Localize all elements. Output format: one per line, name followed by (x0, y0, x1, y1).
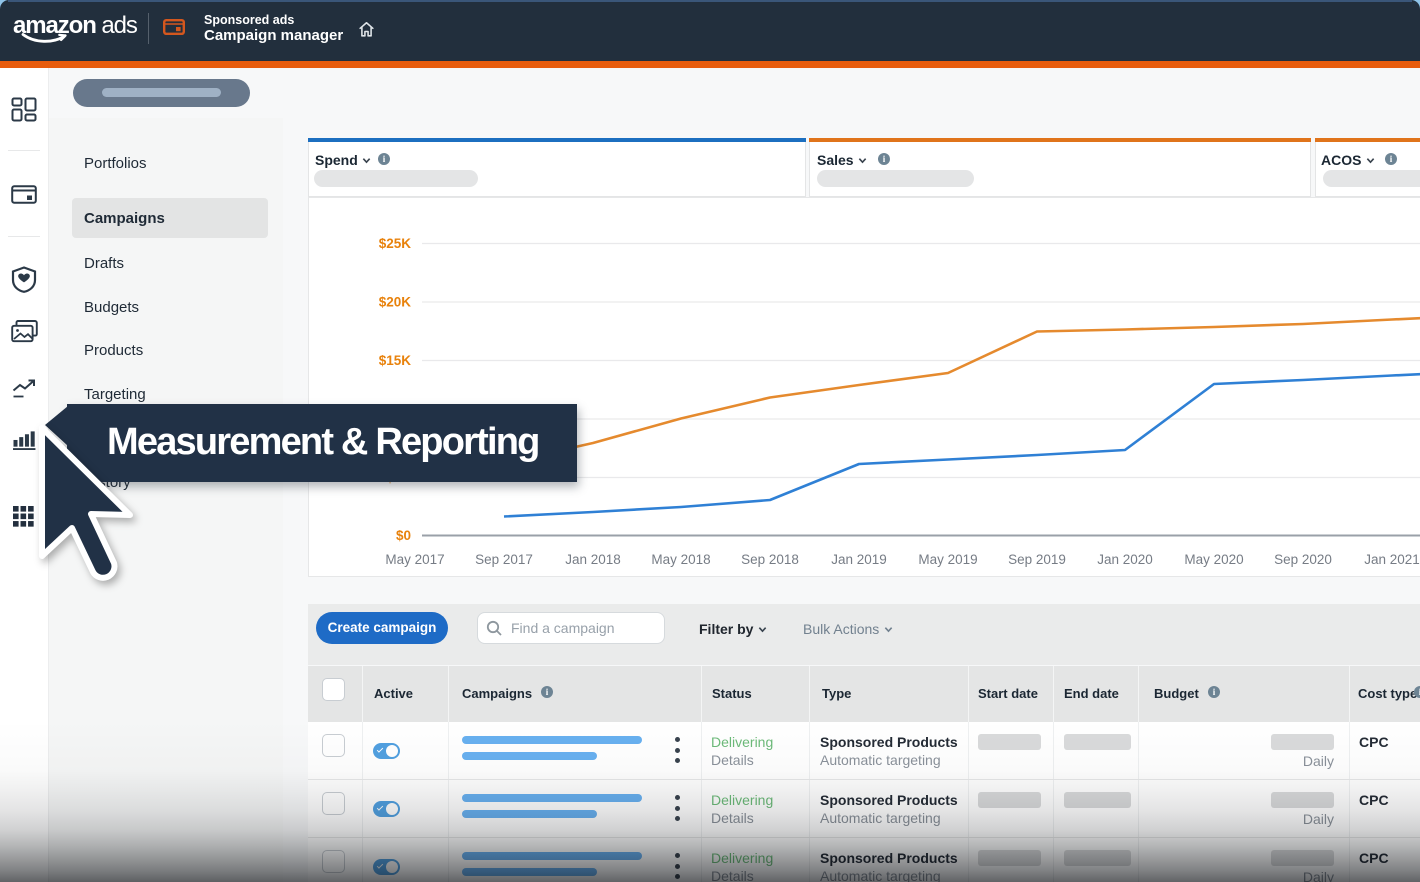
svg-text:Jan 2019: Jan 2019 (831, 552, 887, 567)
svg-text:Sep 2018: Sep 2018 (741, 552, 799, 567)
svg-text:Sep 2019: Sep 2019 (1008, 552, 1066, 567)
svg-text:Jan 2018: Jan 2018 (565, 552, 621, 567)
svg-text:May 2020: May 2020 (1184, 552, 1243, 567)
svg-text:Jan 2020: Jan 2020 (1097, 552, 1153, 567)
svg-text:$0: $0 (396, 528, 411, 543)
svg-text:May 2017: May 2017 (385, 552, 444, 567)
svg-text:$15K: $15K (379, 353, 412, 368)
svg-text:Sep 2020: Sep 2020 (1274, 552, 1332, 567)
svg-text:$20K: $20K (379, 295, 412, 310)
svg-text:$25K: $25K (379, 236, 412, 251)
svg-text:Jan 2021: Jan 2021 (1364, 552, 1420, 567)
svg-text:May 2019: May 2019 (918, 552, 977, 567)
svg-text:May 2018: May 2018 (651, 552, 710, 567)
svg-text:Sep 2017: Sep 2017 (475, 552, 533, 567)
